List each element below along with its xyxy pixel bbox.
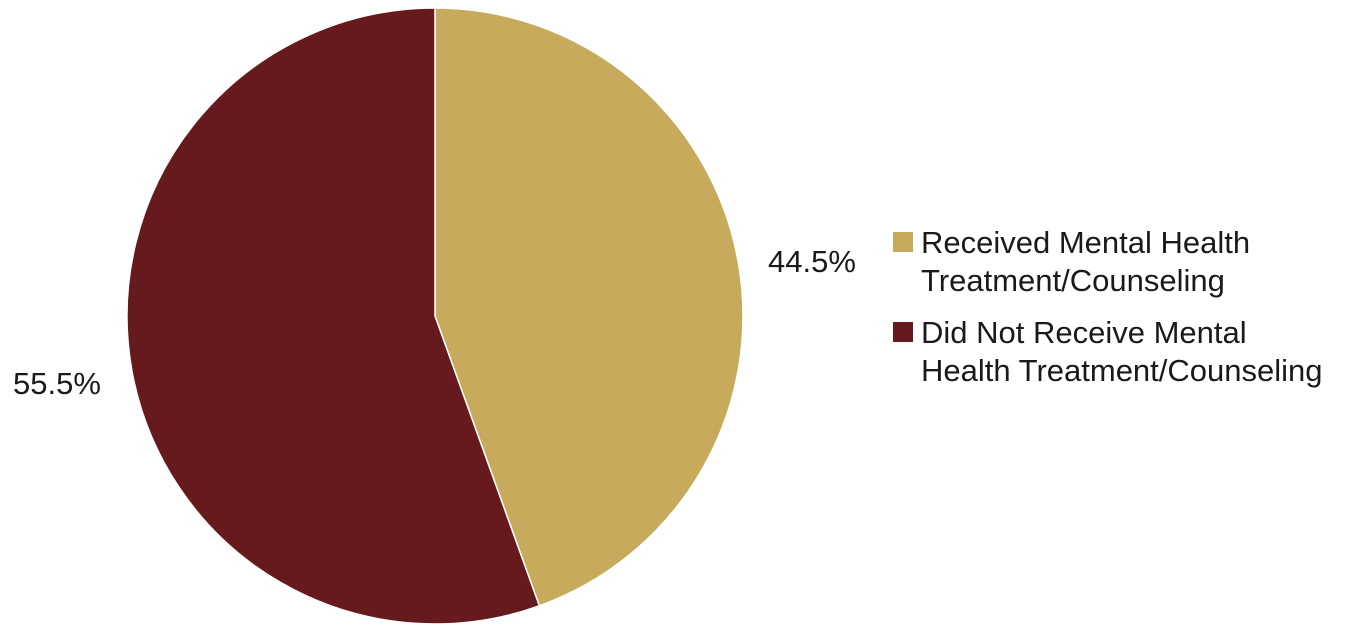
pie-slice-0 [434, 7, 744, 607]
data-label-0: 44.5% [768, 244, 856, 279]
legend: Received Mental Health Treatment/Counsel… [893, 224, 1363, 404]
legend-item-did-not-receive: Did Not Receive Mental Health Treatment/… [893, 314, 1363, 390]
legend-item-received: Received Mental Health Treatment/Counsel… [893, 224, 1363, 300]
pie-slice-1 [126, 7, 541, 625]
data-label-1: 55.5% [13, 366, 101, 401]
legend-swatch-did-not-receive [893, 322, 913, 342]
legend-label-did-not-receive: Did Not Receive Mental Health Treatment/… [921, 315, 1323, 388]
legend-label-received: Received Mental Health Treatment/Counsel… [921, 225, 1251, 298]
legend-swatch-received [893, 232, 913, 252]
pie-data-labels: 44.5% 55.5% [13, 244, 856, 401]
pie-slices [126, 7, 744, 625]
